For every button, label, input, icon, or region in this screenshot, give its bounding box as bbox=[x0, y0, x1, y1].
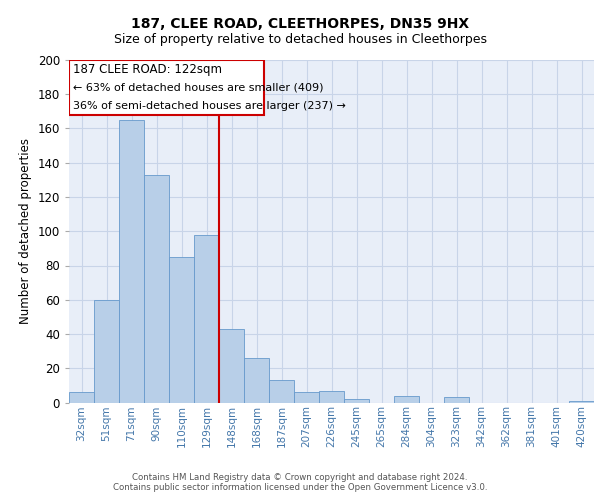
Bar bbox=[69, 392, 94, 402]
Bar bbox=[269, 380, 294, 402]
Bar bbox=[169, 257, 194, 402]
Text: ← 63% of detached houses are smaller (409): ← 63% of detached houses are smaller (40… bbox=[73, 82, 323, 92]
Bar bbox=[119, 120, 144, 403]
Text: 187, CLEE ROAD, CLEETHORPES, DN35 9HX: 187, CLEE ROAD, CLEETHORPES, DN35 9HX bbox=[131, 18, 469, 32]
Bar bbox=[569, 401, 594, 402]
Text: 36% of semi-detached houses are larger (237) →: 36% of semi-detached houses are larger (… bbox=[73, 101, 346, 111]
Bar bbox=[394, 396, 419, 402]
Bar bbox=[444, 398, 469, 402]
Text: Size of property relative to detached houses in Cleethorpes: Size of property relative to detached ho… bbox=[113, 32, 487, 46]
Bar bbox=[244, 358, 269, 403]
Bar bbox=[319, 390, 344, 402]
Bar bbox=[219, 329, 244, 402]
Bar bbox=[194, 234, 219, 402]
Text: Contains HM Land Registry data © Crown copyright and database right 2024.
Contai: Contains HM Land Registry data © Crown c… bbox=[113, 473, 487, 492]
Bar bbox=[294, 392, 319, 402]
FancyBboxPatch shape bbox=[69, 60, 264, 115]
Text: 187 CLEE ROAD: 122sqm: 187 CLEE ROAD: 122sqm bbox=[73, 64, 222, 76]
Y-axis label: Number of detached properties: Number of detached properties bbox=[19, 138, 32, 324]
Bar bbox=[94, 300, 119, 403]
Bar bbox=[344, 399, 369, 402]
Bar bbox=[144, 174, 169, 402]
